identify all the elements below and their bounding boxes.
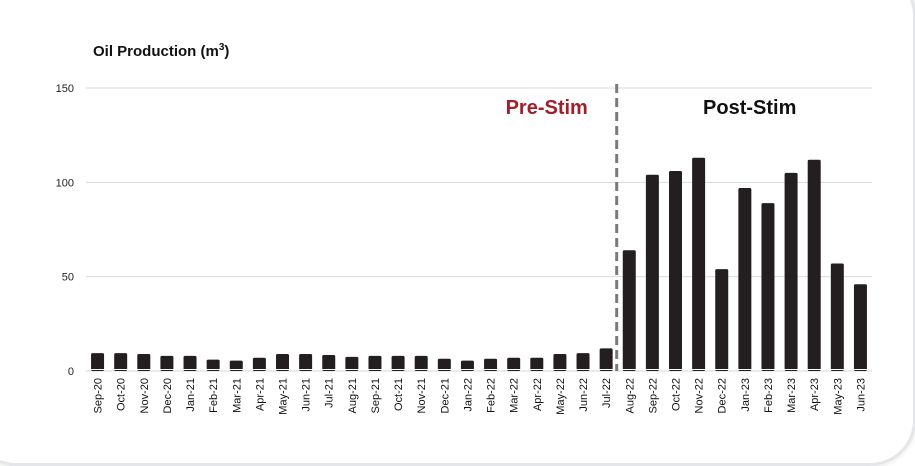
x-tick-label-Jun-22: Jun-22 (578, 378, 590, 412)
x-tick-label-Nov-20: Nov-20 (139, 378, 151, 413)
bar-Apr-21 (252, 357, 266, 371)
y-tick-label-50: 50 (62, 272, 74, 284)
bar-Mar-23 (784, 172, 798, 371)
x-tick-label-Oct-20: Oct-20 (116, 378, 128, 411)
bar-Jul-22 (599, 348, 613, 371)
y-tick-label-150: 150 (56, 83, 74, 95)
bar-Jan-22 (460, 360, 474, 371)
x-tick-label-Nov-21: Nov-21 (416, 378, 428, 413)
x-tick-label-Oct-21: Oct-21 (393, 378, 405, 411)
bar-May-23 (830, 263, 844, 371)
bar-Mar-21 (229, 360, 243, 371)
bar-Oct-21 (391, 355, 405, 371)
x-tick-label-Mar-21: Mar-21 (231, 378, 243, 413)
bar-Sep-22 (645, 174, 659, 371)
x-tick-label-Feb-21: Feb-21 (208, 378, 220, 413)
bar-Nov-21 (414, 355, 428, 371)
x-tick-label-Dec-21: Dec-21 (439, 378, 451, 413)
y-tick-label-100: 100 (56, 177, 74, 189)
bar-Dec-20 (160, 355, 174, 371)
x-tick-label-Jun-23: Jun-23 (855, 378, 867, 412)
x-tick-label-Jul-21: Jul-21 (324, 378, 336, 408)
bar-Dec-21 (437, 358, 451, 371)
x-tick-label-May-22: May-22 (555, 378, 567, 415)
bar-Apr-22 (530, 357, 544, 371)
bar-Jun-22 (576, 353, 590, 371)
x-tick-label-Sep-21: Sep-21 (370, 378, 382, 413)
bar-Dec-22 (715, 269, 729, 371)
x-tick-label-Apr-23: Apr-23 (809, 378, 821, 411)
chart-title-text: Oil Production (m (93, 43, 219, 60)
bar-Oct-20 (114, 353, 128, 371)
chart-title-superscript: 3 (218, 42, 225, 53)
x-tick-label-Sep-20: Sep-20 (93, 378, 105, 413)
chart-title-suffix: ) (224, 43, 230, 60)
x-tick-label-Apr-22: Apr-22 (532, 378, 544, 411)
x-tick-label-May-23: May-23 (832, 378, 844, 415)
bar-Nov-20 (137, 354, 151, 371)
x-tick-label-May-21: May-21 (278, 378, 290, 415)
chart-title: Oil Production (m3) (93, 42, 229, 60)
annotation-pre-stim: Pre-Stim (506, 97, 588, 119)
bar-Jan-21 (183, 355, 197, 371)
bar-Sep-21 (368, 355, 382, 371)
x-tick-label-Mar-23: Mar-23 (786, 378, 798, 413)
x-tick-label-Oct-22: Oct-22 (671, 378, 683, 411)
x-tick-label-Apr-21: Apr-21 (254, 378, 266, 411)
bar-May-21 (276, 354, 289, 371)
bar-Feb-23 (761, 203, 775, 371)
bar-Jun-23 (853, 284, 867, 371)
x-tick-label-Jan-22: Jan-22 (462, 378, 474, 412)
bar-Aug-21 (345, 356, 359, 371)
x-tick-label-Jun-21: Jun-21 (301, 378, 313, 412)
x-tick-label-Aug-22: Aug-22 (624, 378, 636, 413)
bar-Jan-23 (738, 187, 752, 371)
x-tick-label-Sep-22: Sep-22 (647, 378, 659, 413)
x-tick-label-Mar-22: Mar-22 (509, 378, 521, 413)
x-tick-label-Aug-21: Aug-21 (347, 378, 359, 413)
x-tick-label-Jul-22: Jul-22 (601, 378, 613, 408)
bar-Aug-22 (622, 250, 636, 371)
x-tick-label-Feb-23: Feb-23 (763, 378, 775, 413)
bar-Jun-21 (299, 354, 313, 371)
bar-Nov-22 (692, 157, 706, 371)
bar-Mar-22 (507, 357, 521, 371)
annotation-post-stim: Post-Stim (703, 97, 796, 119)
bar-Sep-20 (91, 353, 105, 371)
bar-Feb-22 (484, 358, 498, 371)
bar-Jul-21 (322, 354, 336, 371)
x-tick-label-Nov-22: Nov-22 (694, 378, 706, 413)
y-tick-label-0: 0 (68, 366, 74, 378)
x-tick-label-Feb-22: Feb-22 (486, 378, 498, 413)
x-tick-label-Jan-23: Jan-23 (740, 378, 752, 412)
x-tick-label-Dec-20: Dec-20 (162, 378, 174, 413)
x-tick-label-Jan-21: Jan-21 (185, 378, 197, 412)
x-tick-label-Dec-22: Dec-22 (717, 378, 729, 413)
bar-Feb-21 (206, 359, 220, 371)
bar-May-22 (553, 354, 567, 371)
bar-Apr-23 (807, 159, 821, 371)
bar-Oct-22 (669, 171, 682, 371)
